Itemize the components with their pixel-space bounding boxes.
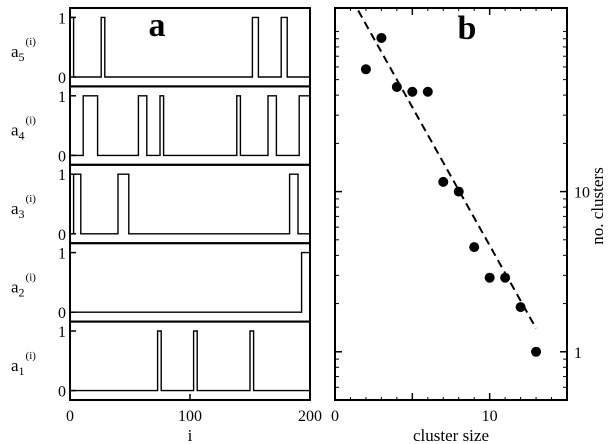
y-tick-label: 0 — [58, 70, 66, 87]
subplot-frame — [69, 7, 311, 88]
data-point — [438, 176, 449, 187]
y-tick-label: 1 — [58, 10, 66, 27]
y-axis-label: no. clusters — [588, 167, 607, 244]
series-label: a2(i) — [11, 271, 36, 299]
data-point — [422, 86, 433, 97]
data-point — [484, 272, 495, 283]
x-tick-label: 200 — [298, 408, 322, 425]
series-trace — [70, 95, 311, 157]
y-tick-label: 0 — [58, 305, 66, 322]
data-point — [360, 64, 371, 75]
subplot-frame — [69, 163, 311, 245]
subplot-frame — [69, 320, 311, 402]
series-trace — [69, 16, 310, 78]
panel-a: 0 1 a5(i) 0 1 a4(i) 0 1 a3(i) 0 1 a2(i) 0 1 a1(i) 0 100 2… — [11, 7, 322, 444]
series-trace — [70, 330, 310, 392]
data-point — [453, 186, 464, 197]
y-tick-label: 0 — [58, 148, 66, 165]
y-tick-label: 1 — [58, 89, 66, 106]
series-label: a1(i) — [11, 350, 36, 378]
y-tick-label: 0 — [58, 227, 66, 244]
y-tick-label: 1 — [58, 324, 66, 341]
data-point — [376, 32, 387, 43]
y-tick-label: 0 — [58, 384, 66, 401]
panel-label: a — [149, 7, 166, 44]
y-tick-label: 1 — [58, 167, 66, 184]
x-tick-label: 100 — [178, 408, 202, 425]
data-point — [391, 81, 402, 92]
fit-line — [357, 10, 537, 329]
x-tick-label: 10 — [482, 408, 498, 425]
y-tick-label: 1 — [574, 345, 582, 362]
series-trace — [70, 251, 311, 313]
series-label: a4(i) — [11, 115, 36, 143]
x-tick-label: 0 — [66, 408, 74, 425]
plot-frame — [334, 7, 568, 401]
y-tick-label: 10 — [574, 185, 590, 202]
data-point — [407, 86, 418, 97]
series-label: a3(i) — [11, 193, 36, 221]
y-tick-label: 1 — [58, 246, 66, 263]
data-point — [515, 302, 526, 313]
x-tick-label: 0 — [331, 408, 339, 425]
data-point — [531, 346, 542, 357]
x-axis-label: i — [188, 426, 193, 444]
series-trace — [70, 173, 310, 235]
data-point — [500, 272, 511, 283]
series-label: a5(i) — [11, 36, 36, 64]
subplot-frame — [69, 242, 311, 323]
subplot-frame — [69, 85, 311, 166]
data-point — [469, 242, 480, 253]
panel-label: b — [458, 10, 477, 47]
x-axis-label: cluster size — [413, 426, 489, 444]
